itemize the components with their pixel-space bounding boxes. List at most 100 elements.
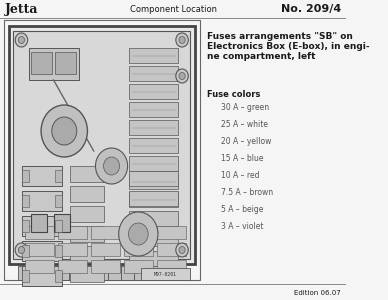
Bar	[69, 246, 104, 262]
Bar	[23, 266, 62, 286]
Circle shape	[176, 33, 188, 47]
Bar	[157, 260, 185, 273]
Circle shape	[41, 105, 87, 157]
Bar	[25, 226, 54, 239]
Text: 25 A – white: 25 A – white	[221, 120, 268, 129]
Bar	[69, 206, 104, 222]
Bar	[55, 52, 76, 74]
Bar	[130, 120, 178, 135]
Bar	[23, 195, 29, 207]
Bar	[124, 226, 152, 239]
Bar	[141, 268, 190, 280]
Bar	[25, 260, 54, 273]
Bar	[147, 266, 159, 280]
Circle shape	[18, 247, 24, 254]
Bar	[55, 220, 62, 232]
Bar	[124, 243, 152, 256]
Text: 7.5 A – brown: 7.5 A – brown	[221, 188, 274, 197]
Bar	[58, 226, 87, 239]
Bar	[9, 26, 194, 264]
Bar	[44, 266, 56, 280]
Bar	[157, 226, 185, 239]
Bar	[124, 260, 152, 273]
Circle shape	[15, 243, 28, 257]
Circle shape	[119, 212, 158, 256]
Text: M97-0201: M97-0201	[154, 272, 177, 277]
Bar	[18, 266, 30, 280]
Bar	[14, 31, 190, 259]
Text: 30 A – green: 30 A – green	[221, 103, 269, 112]
Text: Jetta: Jetta	[5, 2, 39, 16]
Bar	[134, 266, 147, 280]
Bar	[69, 186, 104, 202]
Bar	[69, 166, 104, 182]
Bar	[130, 251, 178, 266]
Bar	[23, 170, 29, 182]
Text: Electronics Box (E-box), in engi-: Electronics Box (E-box), in engi-	[207, 42, 370, 51]
Circle shape	[104, 157, 120, 175]
Bar	[54, 214, 69, 232]
Text: Fuses arrangements "SB" on: Fuses arrangements "SB" on	[207, 32, 353, 41]
Bar	[57, 266, 69, 280]
Text: 15 A – blue: 15 A – blue	[221, 154, 264, 163]
Bar	[55, 245, 62, 257]
Text: Fuse colors: Fuse colors	[207, 90, 260, 99]
Bar	[130, 211, 178, 226]
Circle shape	[52, 117, 77, 145]
Bar	[25, 243, 54, 256]
Text: ne compartment, left: ne compartment, left	[207, 52, 315, 61]
Bar	[69, 266, 82, 280]
Circle shape	[179, 73, 185, 80]
Bar	[23, 220, 29, 232]
Bar	[130, 231, 178, 246]
Bar	[82, 266, 95, 280]
Circle shape	[18, 37, 24, 44]
Bar	[108, 266, 121, 280]
Text: 5 A – beige: 5 A – beige	[221, 205, 264, 214]
Bar	[31, 52, 52, 74]
Bar	[130, 48, 178, 63]
Circle shape	[179, 37, 185, 44]
Bar	[173, 266, 185, 280]
Bar	[3, 20, 200, 280]
Text: No. 209/4: No. 209/4	[281, 4, 341, 14]
Bar	[23, 245, 29, 257]
Text: 10 A – red: 10 A – red	[221, 171, 260, 180]
Text: 3 A – violet: 3 A – violet	[221, 222, 264, 231]
Bar	[130, 156, 178, 171]
Text: Component Location: Component Location	[130, 4, 217, 14]
Bar	[130, 66, 178, 81]
Circle shape	[179, 247, 185, 254]
Bar	[58, 243, 87, 256]
Bar	[31, 266, 43, 280]
Bar	[29, 48, 78, 80]
Bar	[130, 192, 178, 207]
Bar	[130, 138, 178, 153]
Circle shape	[15, 33, 28, 47]
Bar	[91, 260, 120, 273]
Bar	[130, 191, 178, 206]
Circle shape	[128, 223, 148, 245]
Bar	[58, 260, 87, 273]
Bar	[130, 84, 178, 99]
Bar	[55, 170, 62, 182]
Text: 20 A – yellow: 20 A – yellow	[221, 137, 272, 146]
Bar	[160, 266, 172, 280]
Circle shape	[176, 243, 188, 257]
Bar	[23, 270, 29, 282]
Bar	[121, 266, 133, 280]
Bar	[91, 243, 120, 256]
Bar	[23, 241, 62, 261]
Bar	[95, 266, 108, 280]
Text: Edition 06.07: Edition 06.07	[294, 290, 341, 296]
Bar	[23, 216, 62, 236]
Bar	[31, 214, 47, 232]
Bar	[130, 174, 178, 189]
Bar	[23, 166, 62, 186]
Bar	[69, 266, 104, 282]
Bar	[91, 226, 120, 239]
Bar	[55, 195, 62, 207]
Bar	[55, 270, 62, 282]
Bar	[69, 226, 104, 242]
Bar	[130, 171, 178, 186]
